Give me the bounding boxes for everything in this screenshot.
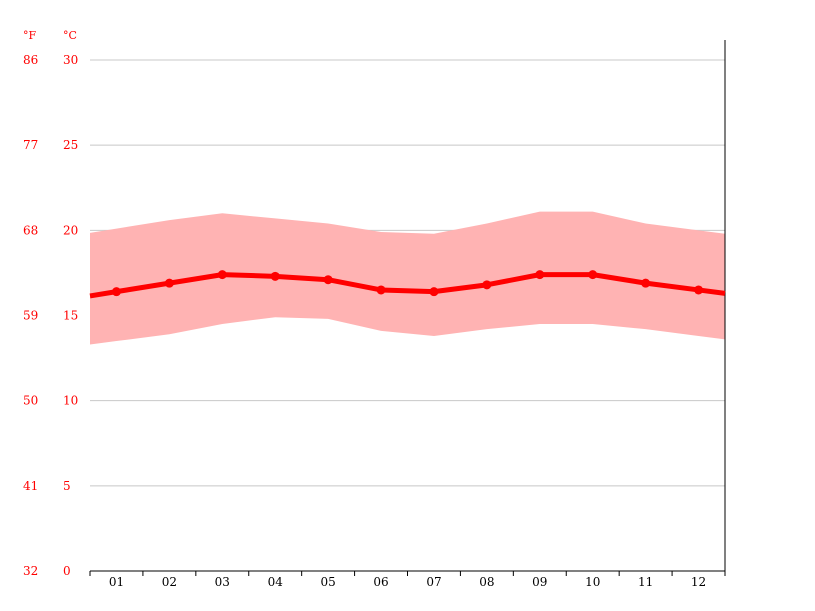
average-line xyxy=(89,272,726,299)
y-tick-fahrenheit: 68 xyxy=(23,223,38,237)
temperature-range-band xyxy=(90,211,725,345)
average-point xyxy=(588,270,598,280)
average-point xyxy=(217,270,227,280)
x-tick-label: 01 xyxy=(109,575,124,589)
x-tick-label: 12 xyxy=(691,575,706,589)
x-tick-label: 11 xyxy=(638,575,653,589)
average-temperature-line xyxy=(89,270,726,299)
y-tick-fahrenheit: 77 xyxy=(23,138,38,152)
x-tick-label: 09 xyxy=(532,575,547,589)
average-point xyxy=(641,278,651,288)
y-tick-fahrenheit: 50 xyxy=(23,394,38,408)
y-tick-celsius: 25 xyxy=(63,138,78,152)
fahrenheit-unit-label: °F xyxy=(23,29,37,42)
y-tick-celsius: 20 xyxy=(63,223,78,237)
average-point xyxy=(111,287,121,297)
y-tick-celsius: 30 xyxy=(63,53,78,67)
y-tick-celsius: 15 xyxy=(63,309,78,323)
max-min-band xyxy=(90,211,725,345)
y-tick-fahrenheit: 41 xyxy=(23,479,38,493)
average-point xyxy=(323,275,333,285)
average-point xyxy=(535,270,545,280)
y-tick-celsius: 10 xyxy=(63,394,78,408)
x-tick-label: 04 xyxy=(268,575,284,589)
y-tick-fahrenheit: 86 xyxy=(23,53,38,67)
x-tick-label: 06 xyxy=(373,575,388,589)
x-tick-label: 05 xyxy=(320,575,335,589)
x-tick-label: 10 xyxy=(585,575,600,589)
axes xyxy=(89,40,726,576)
x-tick-label: 03 xyxy=(215,575,230,589)
average-point xyxy=(270,271,280,281)
y-tick-celsius: 0 xyxy=(63,564,71,578)
x-tick-label: 02 xyxy=(162,575,177,589)
average-point xyxy=(694,285,704,295)
average-point xyxy=(164,278,174,288)
average-point xyxy=(429,287,439,297)
average-point xyxy=(482,280,492,290)
x-tick-label: 07 xyxy=(426,575,441,589)
y-tick-celsius: 5 xyxy=(63,479,71,493)
celsius-unit-label: °C xyxy=(63,29,77,42)
x-tick-label: 08 xyxy=(479,575,494,589)
y-tick-fahrenheit: 59 xyxy=(23,309,38,323)
average-point xyxy=(376,285,386,295)
y-tick-fahrenheit: 32 xyxy=(23,564,38,578)
